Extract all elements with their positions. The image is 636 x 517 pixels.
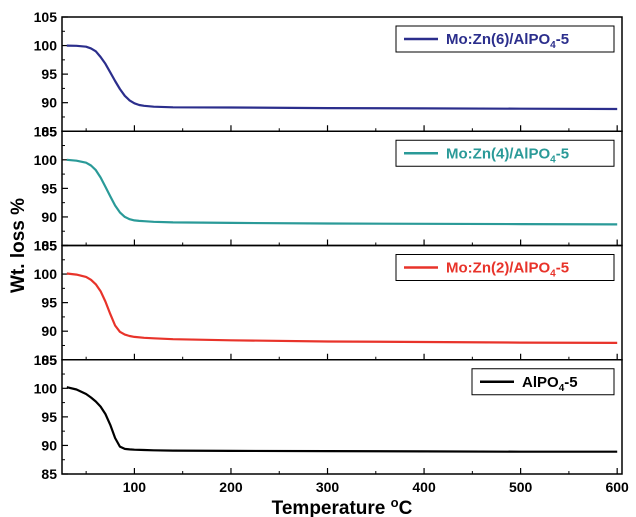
y-tick-label: 90 xyxy=(41,95,57,111)
y-tick-label: 100 xyxy=(34,152,58,168)
x-axis-title: Temperature oC xyxy=(272,495,413,517)
y-tick-label: 105 xyxy=(34,123,58,139)
legend-label: Mo:Zn(6)/AlPO4-5 xyxy=(446,31,569,51)
legend-label: Mo:Zn(4)/AlPO4-5 xyxy=(446,145,569,165)
x-tick-label: 300 xyxy=(316,479,340,495)
y-tick-label: 100 xyxy=(34,266,58,282)
y-tick-label: 95 xyxy=(41,180,57,196)
y-tick-label: 85 xyxy=(41,238,57,254)
legend-label: AlPO4-5 xyxy=(522,374,578,394)
series-line xyxy=(66,158,618,226)
series-line xyxy=(66,386,618,453)
y-tick-label: 85 xyxy=(41,123,57,139)
x-tick-label: 500 xyxy=(509,479,533,495)
y-tick-label: 100 xyxy=(34,38,58,54)
panel-3: 85 90 95 100 105 Mo:Zn(2)/AlPO4-5 xyxy=(34,238,623,368)
y-tick-label: 90 xyxy=(41,209,57,225)
y-axis-title: Wt. loss % xyxy=(8,198,29,293)
panel-4: 85 90 95 100 105 AlPO4-5 xyxy=(34,352,623,482)
y-tick-label: 100 xyxy=(34,380,58,396)
x-tick-label: 400 xyxy=(412,479,436,495)
y-tick-label: 95 xyxy=(41,66,57,82)
x-tick-label: 200 xyxy=(219,479,243,495)
series-line xyxy=(66,44,618,111)
panel-1: 85 90 95 100 105 Mo:Zn(6)/AlPO4-5 xyxy=(34,9,623,139)
y-tick-label: 85 xyxy=(41,466,57,482)
y-tick-label: 95 xyxy=(41,295,57,311)
series-line xyxy=(66,272,618,344)
y-tick-label: 90 xyxy=(41,323,57,339)
y-tick-label: 105 xyxy=(34,238,58,254)
x-tick-label: 100 xyxy=(123,479,147,495)
x-tick-label: 600 xyxy=(605,479,629,495)
panel-2: 85 90 95 100 105 Mo:Zn(4)/AlPO4-5 xyxy=(34,123,623,254)
y-tick-label: 90 xyxy=(41,437,57,453)
y-tick-label: 105 xyxy=(34,9,58,25)
y-tick-label: 95 xyxy=(41,409,57,425)
legend-label: Mo:Zn(2)/AlPO4-5 xyxy=(446,260,569,280)
y-tick-label: 85 xyxy=(41,352,57,368)
y-tick-label: 105 xyxy=(34,352,58,368)
